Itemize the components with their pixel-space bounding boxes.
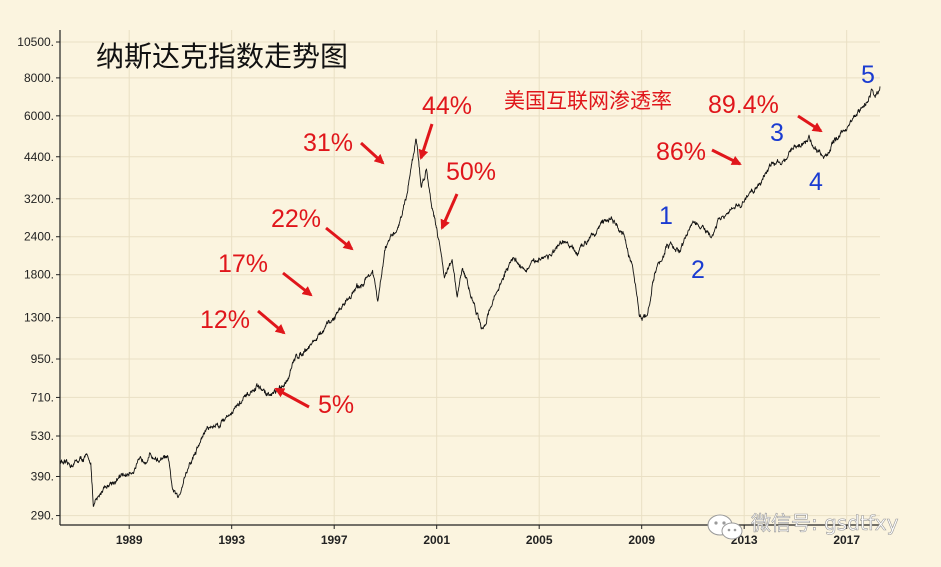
annotations: 44% 31% 50% 22% 17% 12% 5% 美国互联网渗透率 89.4… xyxy=(200,89,823,419)
arrow-50pct xyxy=(440,193,459,230)
y-tick-label: 530. xyxy=(31,429,54,443)
x-tick-label: 2005 xyxy=(526,533,553,547)
grid-lines xyxy=(60,30,880,525)
wechat-logo-icon xyxy=(707,514,743,540)
annotation-31pct: 31% xyxy=(303,129,353,157)
wave-label-1: 1 xyxy=(659,202,673,230)
arrow-44pct xyxy=(418,123,434,160)
annotation-5pct: 5% xyxy=(318,391,354,419)
annotation-12pct: 12% xyxy=(200,306,250,334)
annotation-44pct: 44% xyxy=(422,92,472,120)
y-tick-label: 3200. xyxy=(24,192,54,206)
y-tick-label: 2400. xyxy=(24,230,54,244)
arrow-12pct xyxy=(257,309,286,335)
arrow-89-4pct xyxy=(797,114,823,133)
x-tick-label: 2017 xyxy=(833,533,860,547)
annotation-17pct: 17% xyxy=(218,250,268,278)
y-tick-label: 390. xyxy=(31,469,54,483)
wave-label-2: 2 xyxy=(691,256,705,284)
y-tick-label: 6000. xyxy=(24,109,54,123)
arrow-86pct xyxy=(711,148,742,166)
arrow-17pct xyxy=(282,271,313,297)
wave-label-3: 3 xyxy=(770,119,784,147)
arrow-31pct xyxy=(359,141,385,165)
x-tick-label: 2009 xyxy=(628,533,655,547)
wave-labels: 1 2 3 4 5 xyxy=(659,61,875,284)
y-tick-label: 4400. xyxy=(24,150,54,164)
x-tick-label: 1997 xyxy=(321,533,348,547)
x-tick-label: 1993 xyxy=(218,533,245,547)
x-axis-ticks: 1989 1993 1997 2001 2005 2009 2013 2017 xyxy=(116,525,860,547)
x-tick-label: 1989 xyxy=(116,533,143,547)
arrow-5pct xyxy=(274,387,310,409)
series-group xyxy=(59,86,881,507)
x-tick-label: 2001 xyxy=(423,533,450,547)
watermark-text: 微信号: gsdtfxy xyxy=(751,511,899,535)
axes xyxy=(59,30,880,526)
wave-label-4: 4 xyxy=(809,168,823,196)
annotation-internet-penetration: 美国互联网渗透率 xyxy=(504,89,672,113)
y-tick-label: 1800. xyxy=(24,268,54,282)
watermark: 微信号: gsdtfxy xyxy=(707,511,899,540)
y-tick-label: 290. xyxy=(31,509,54,523)
wave-label-5: 5 xyxy=(861,61,875,89)
annotation-50pct: 50% xyxy=(446,158,496,186)
y-tick-label: 8000. xyxy=(24,71,54,85)
annotation-22pct: 22% xyxy=(271,205,321,233)
series-line-nasdaq xyxy=(59,86,881,507)
y-tick-label: 710. xyxy=(31,390,54,404)
y-axis-ticks: 10500. 8000. 6000. 4400. 3200. 2400. 1800. 1300… xyxy=(17,35,60,523)
y-tick-label: 10500. xyxy=(17,35,54,49)
annotation-86pct: 86% xyxy=(656,138,706,166)
chart-title: 纳斯达克指数走势图 xyxy=(96,40,348,73)
y-tick-label: 950. xyxy=(31,352,54,366)
y-tick-label: 1300. xyxy=(24,311,54,325)
arrow-22pct xyxy=(325,226,354,251)
annotation-89-4pct: 89.4% xyxy=(708,91,779,119)
